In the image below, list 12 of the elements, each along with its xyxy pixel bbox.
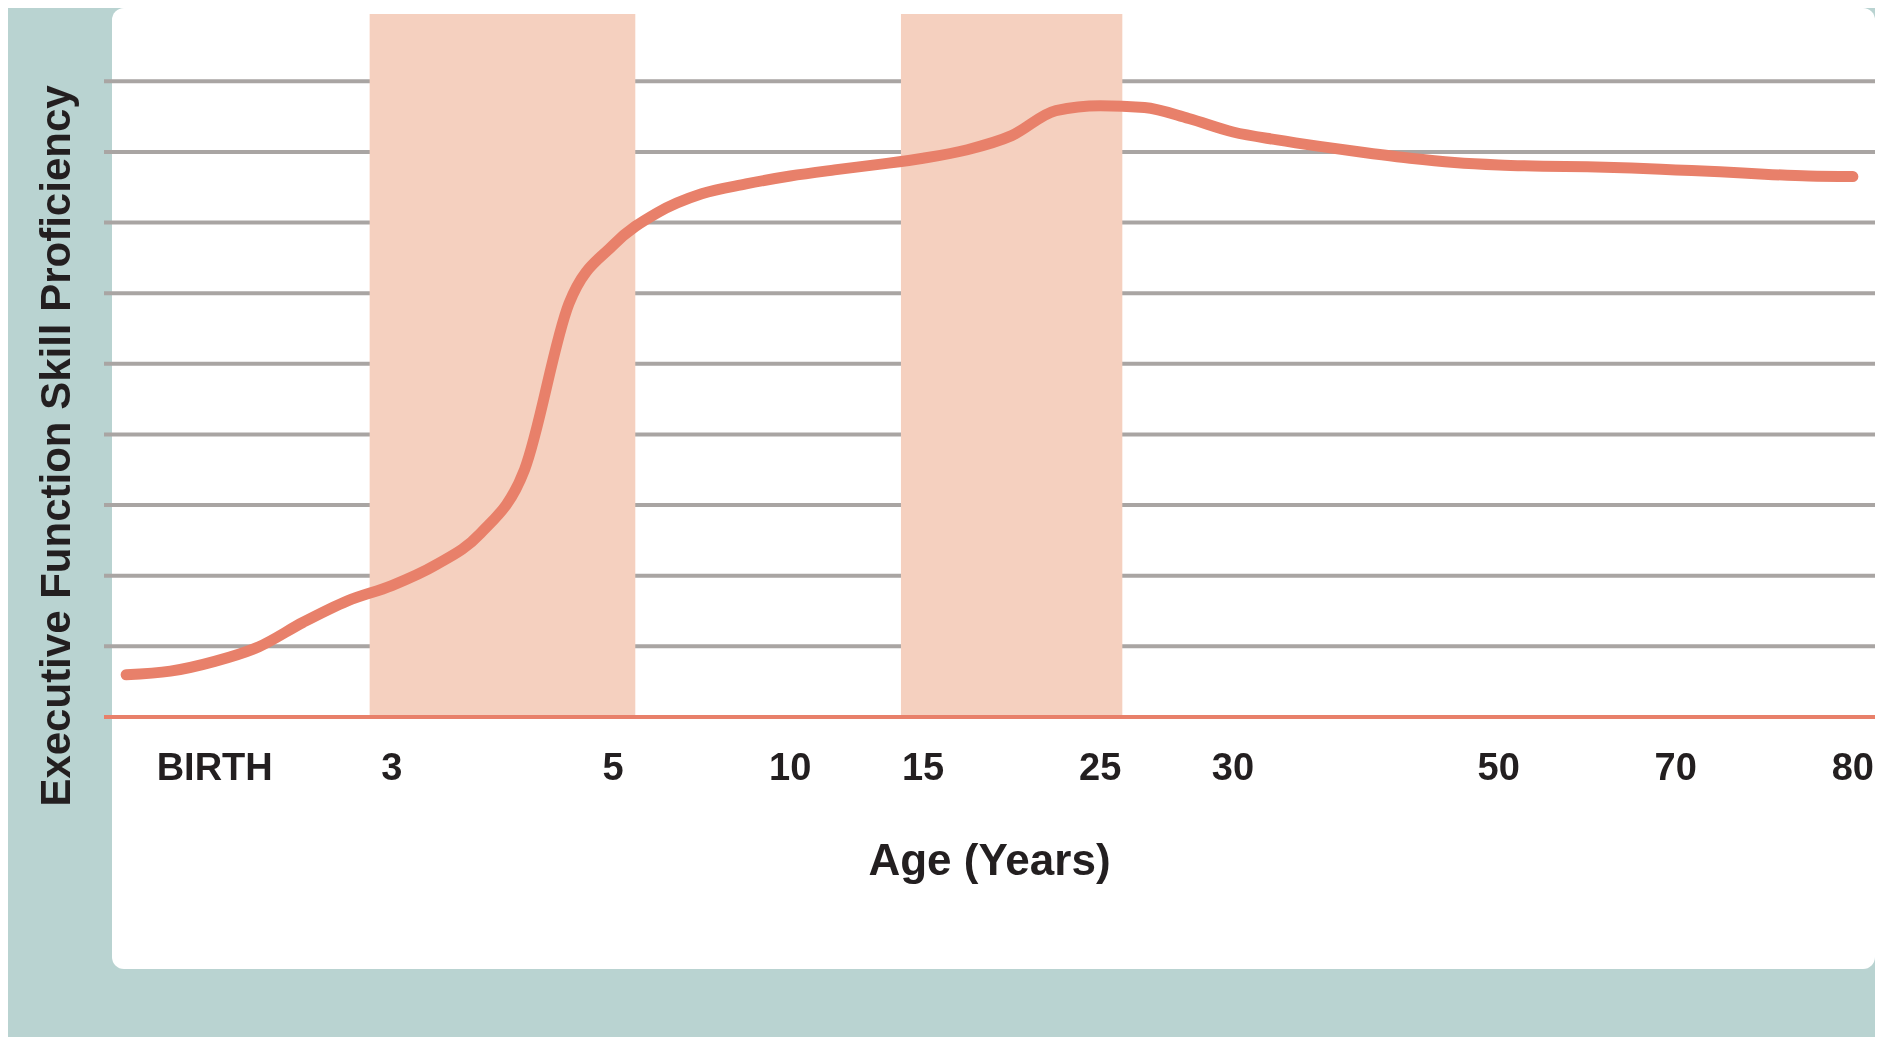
x-tick-label: 5	[602, 745, 624, 788]
x-tick-label: 70	[1654, 745, 1697, 788]
x-tick-label: 80	[1831, 745, 1874, 788]
x-tick-label: 3	[381, 745, 403, 788]
x-tick-label: 30	[1211, 745, 1255, 788]
x-tick-label: 10	[769, 745, 812, 788]
x-tick-label: 25	[1079, 745, 1122, 788]
x-axis-title: Age (Years)	[868, 835, 1111, 884]
x-tick-label: 50	[1477, 745, 1520, 788]
y-axis-title: Executive Function Skill Proficiency	[32, 84, 80, 807]
x-tick-label: BIRTH	[156, 745, 273, 788]
x-tick-label: 15	[901, 745, 945, 788]
